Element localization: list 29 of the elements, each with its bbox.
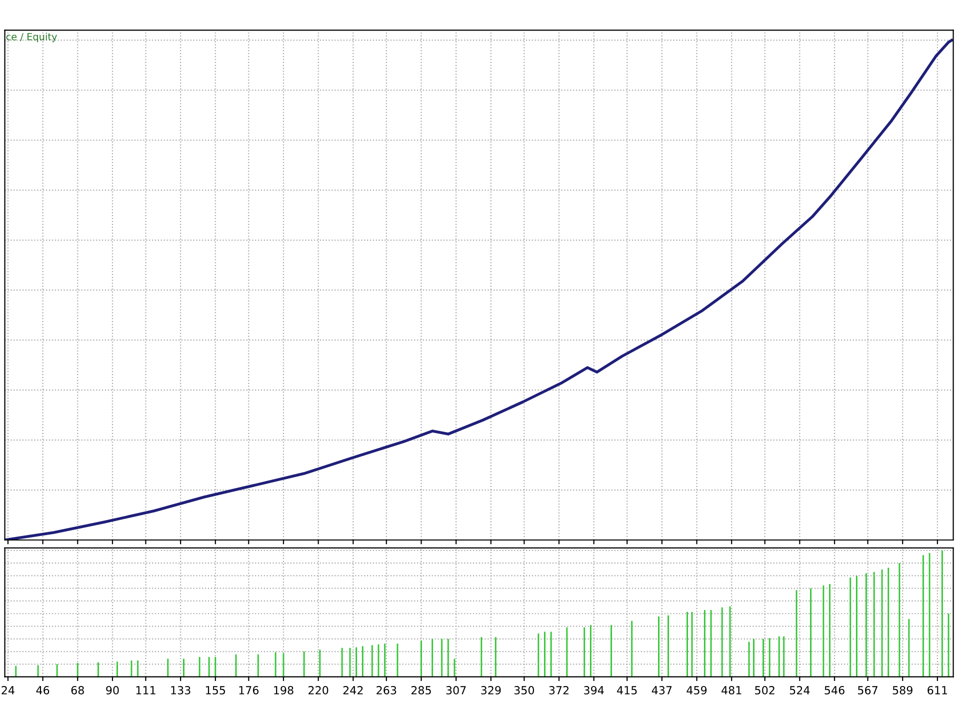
x-tick-label: 24 <box>2 686 14 694</box>
x-tick-label: 394 <box>584 686 604 694</box>
x-tick-label: 459 <box>686 686 707 694</box>
x-tick-label: 611 <box>928 686 948 694</box>
x-tick-label: 415 <box>617 686 637 694</box>
x-tick-label: 220 <box>308 686 328 694</box>
x-tick-label: 133 <box>171 686 190 694</box>
x-tick-label: 524 <box>790 686 810 694</box>
x-tick-label: 285 <box>411 686 431 694</box>
x-tick-label: 90 <box>106 686 119 694</box>
x-tick-label: 176 <box>239 686 259 694</box>
x-tick-label: 481 <box>722 686 742 694</box>
x-tick-label: 111 <box>136 686 156 694</box>
x-tick-label: 307 <box>446 686 466 694</box>
x-tick-label: 198 <box>274 686 294 694</box>
x-tick-label: 589 <box>892 686 912 694</box>
x-tick-label: 263 <box>376 686 396 694</box>
x-tick-label: 372 <box>549 686 568 694</box>
x-tick-label: 567 <box>858 686 878 694</box>
x-tick-label: 437 <box>652 686 672 694</box>
x-tick-label: 329 <box>481 686 501 694</box>
x-tick-label: 155 <box>206 686 226 694</box>
annotation: ce / Equity <box>6 32 57 42</box>
x-tick-label: 242 <box>343 686 363 694</box>
x-tick-label: 546 <box>824 686 844 694</box>
x-tick-label: 502 <box>755 686 774 694</box>
x-tick-label: 46 <box>36 686 50 694</box>
x-tick-label: 350 <box>514 686 534 694</box>
x-tick-label: 68 <box>71 686 84 694</box>
